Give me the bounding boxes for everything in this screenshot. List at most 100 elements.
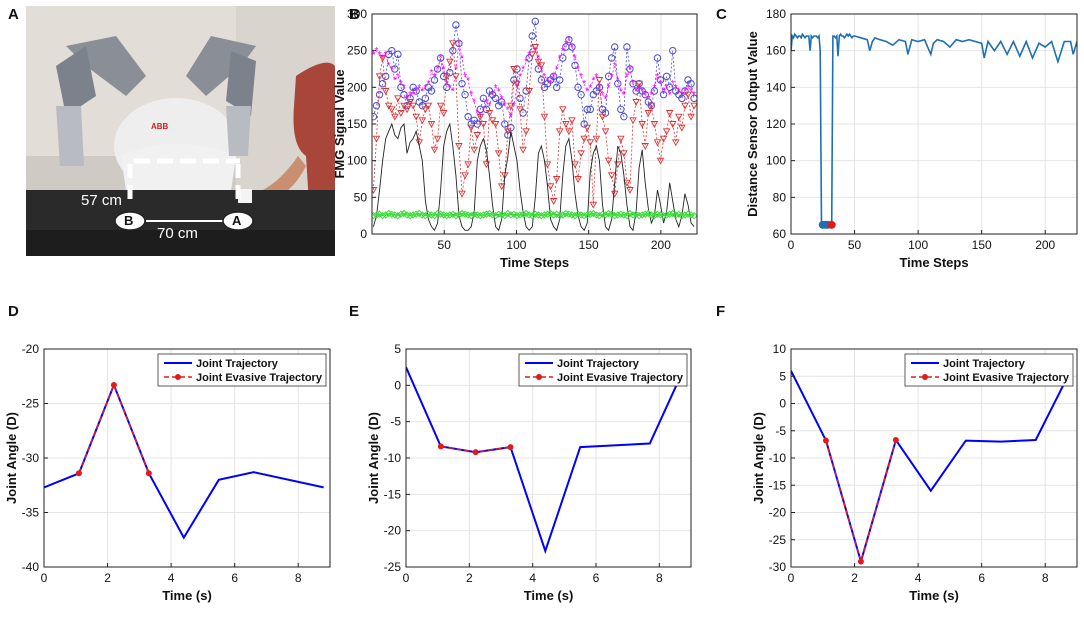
evasive-trajectory-point [857, 558, 864, 565]
data-point-red-triangle [675, 113, 683, 121]
data-point-green-diamond [611, 211, 619, 220]
data-point-blue-circle [372, 101, 381, 110]
data-point-red-triangle [394, 95, 402, 103]
data-point-red-triangle [458, 190, 466, 198]
data-point-red-triangle [543, 161, 552, 169]
data-point-magenta-star: * [634, 87, 638, 98]
data-point-magenta-star: * [460, 54, 464, 65]
data-point-green-diamond [543, 210, 552, 218]
data-point-magenta-star: * [662, 87, 666, 98]
data-point-green-diamond [537, 211, 546, 220]
data-point-magenta-star: * [649, 90, 653, 101]
data-point-magenta-star: * [597, 83, 601, 94]
data-point-magenta-star: * [402, 83, 406, 94]
legend-label-trajectory: Joint Trajectory [557, 358, 640, 370]
data-point-red-triangle [488, 117, 497, 125]
y-tick-label-f: 0 [779, 397, 786, 411]
x-tick-label-f: 8 [1042, 571, 1049, 585]
y-tick-label-b: 250 [347, 44, 367, 58]
y-tick-label-f: -10 [769, 451, 787, 465]
data-point-blue-circle [436, 54, 445, 62]
y-tick-label-b: 50 [354, 190, 368, 204]
data-point-red-triangle [403, 106, 411, 114]
data-point-red-triangle [479, 121, 488, 128]
data-point-magenta-star: * [686, 83, 690, 94]
data-point-magenta-star: * [527, 50, 531, 61]
legend-label-evasive: Joint Evasive Trajectory [196, 372, 323, 384]
data-point-blue-circle [611, 43, 619, 51]
data-point-red-triangle [583, 124, 591, 132]
data-point-magenta-star: * [436, 65, 440, 76]
data-point-magenta-star: * [582, 79, 586, 90]
legend-label-evasive: Joint Evasive Trajectory [943, 372, 1070, 384]
series-line-magenta-stars [373, 38, 695, 118]
data-point-red-triangle [421, 106, 430, 114]
data-point-red-triangle [638, 121, 646, 128]
data-point-blue-circle [418, 101, 427, 110]
y-tick-label-f: -20 [769, 506, 787, 520]
data-point-red-triangle [446, 58, 454, 66]
data-point-magenta-star: * [408, 90, 412, 101]
y-tick-label-b: 300 [347, 7, 367, 21]
legend-label-evasive: Joint Evasive Trajectory [557, 372, 684, 384]
data-point-green-diamond [501, 211, 509, 220]
y-tick-label-c: 60 [773, 227, 787, 241]
data-point-blue-circle [479, 94, 488, 103]
data-point-magenta-star: * [668, 90, 672, 101]
x-axis-title-e: Time (s) [524, 588, 574, 603]
data-point-blue-circle [620, 112, 628, 121]
y-tick-label-d: -35 [22, 506, 40, 520]
data-point-red-triangle [540, 113, 549, 121]
data-point-red-triangle [586, 139, 595, 147]
data-point-red-triangle [433, 135, 442, 143]
series-group-e [406, 366, 686, 555]
data-point-blue-circle [623, 43, 631, 51]
data-point-blue-circle [507, 123, 515, 132]
data-point-blue-circle [617, 105, 625, 114]
data-point-green-diamond [378, 211, 387, 220]
data-point-red-triangle [623, 179, 631, 187]
data-point-red-triangle [516, 106, 524, 114]
data-point-green-diamond [641, 210, 649, 218]
data-point-blue-circle [446, 68, 454, 77]
data-point-magenta-star: * [671, 79, 675, 90]
x-tick-label-b: 200 [651, 238, 671, 252]
y-tick-label-f: -15 [769, 478, 787, 492]
data-point-red-triangle [626, 187, 634, 194]
data-point-magenta-star: * [481, 105, 485, 116]
data-point-magenta-star: * [585, 87, 589, 98]
data-point-magenta-star: * [445, 79, 449, 90]
chart-e [405, 348, 692, 568]
y-axis-title-c: Distance Sensor Output Value [745, 31, 760, 217]
data-point-blue-circle [528, 32, 536, 40]
data-point-red-triangle [412, 113, 420, 121]
data-point-magenta-star: * [610, 72, 614, 83]
y-tick-label-c: 180 [766, 7, 786, 21]
data-point-magenta-star: * [393, 76, 397, 87]
data-point-red-triangle [601, 128, 610, 136]
y-axis-title-f: Joint Angle (D) [751, 412, 766, 504]
legend-label-trajectory: Joint Trajectory [943, 358, 1026, 370]
y-axis-title-d: Joint Angle (D) [4, 412, 19, 504]
data-point-blue-circle [665, 83, 674, 92]
data-point-magenta-star: * [625, 72, 629, 83]
data-point-magenta-star: * [375, 46, 379, 57]
data-point-green-diamond [601, 211, 610, 219]
y-tick-label-b: 200 [347, 80, 367, 94]
data-point-magenta-star: * [488, 101, 492, 112]
chart-b: * * * * ** ** ** ** * * * * * * ** ***** * ***** **** *** **… [371, 13, 698, 235]
joint-trajectory-line [44, 382, 324, 540]
data-point-red-triangle [452, 73, 460, 81]
legend-box [904, 353, 1074, 387]
data-point-blue-circle [473, 120, 481, 128]
data-point-magenta-star: * [591, 76, 595, 87]
chart-f [790, 348, 1078, 568]
series-group-d [44, 381, 324, 540]
data-point-red-triangle [427, 121, 436, 128]
data-point-green-diamond [635, 211, 643, 220]
data-point-green-diamond [519, 210, 527, 218]
data-point-magenta-star: * [680, 90, 684, 101]
data-point-green-diamond [412, 210, 420, 218]
data-point-blue-circle [388, 46, 396, 55]
